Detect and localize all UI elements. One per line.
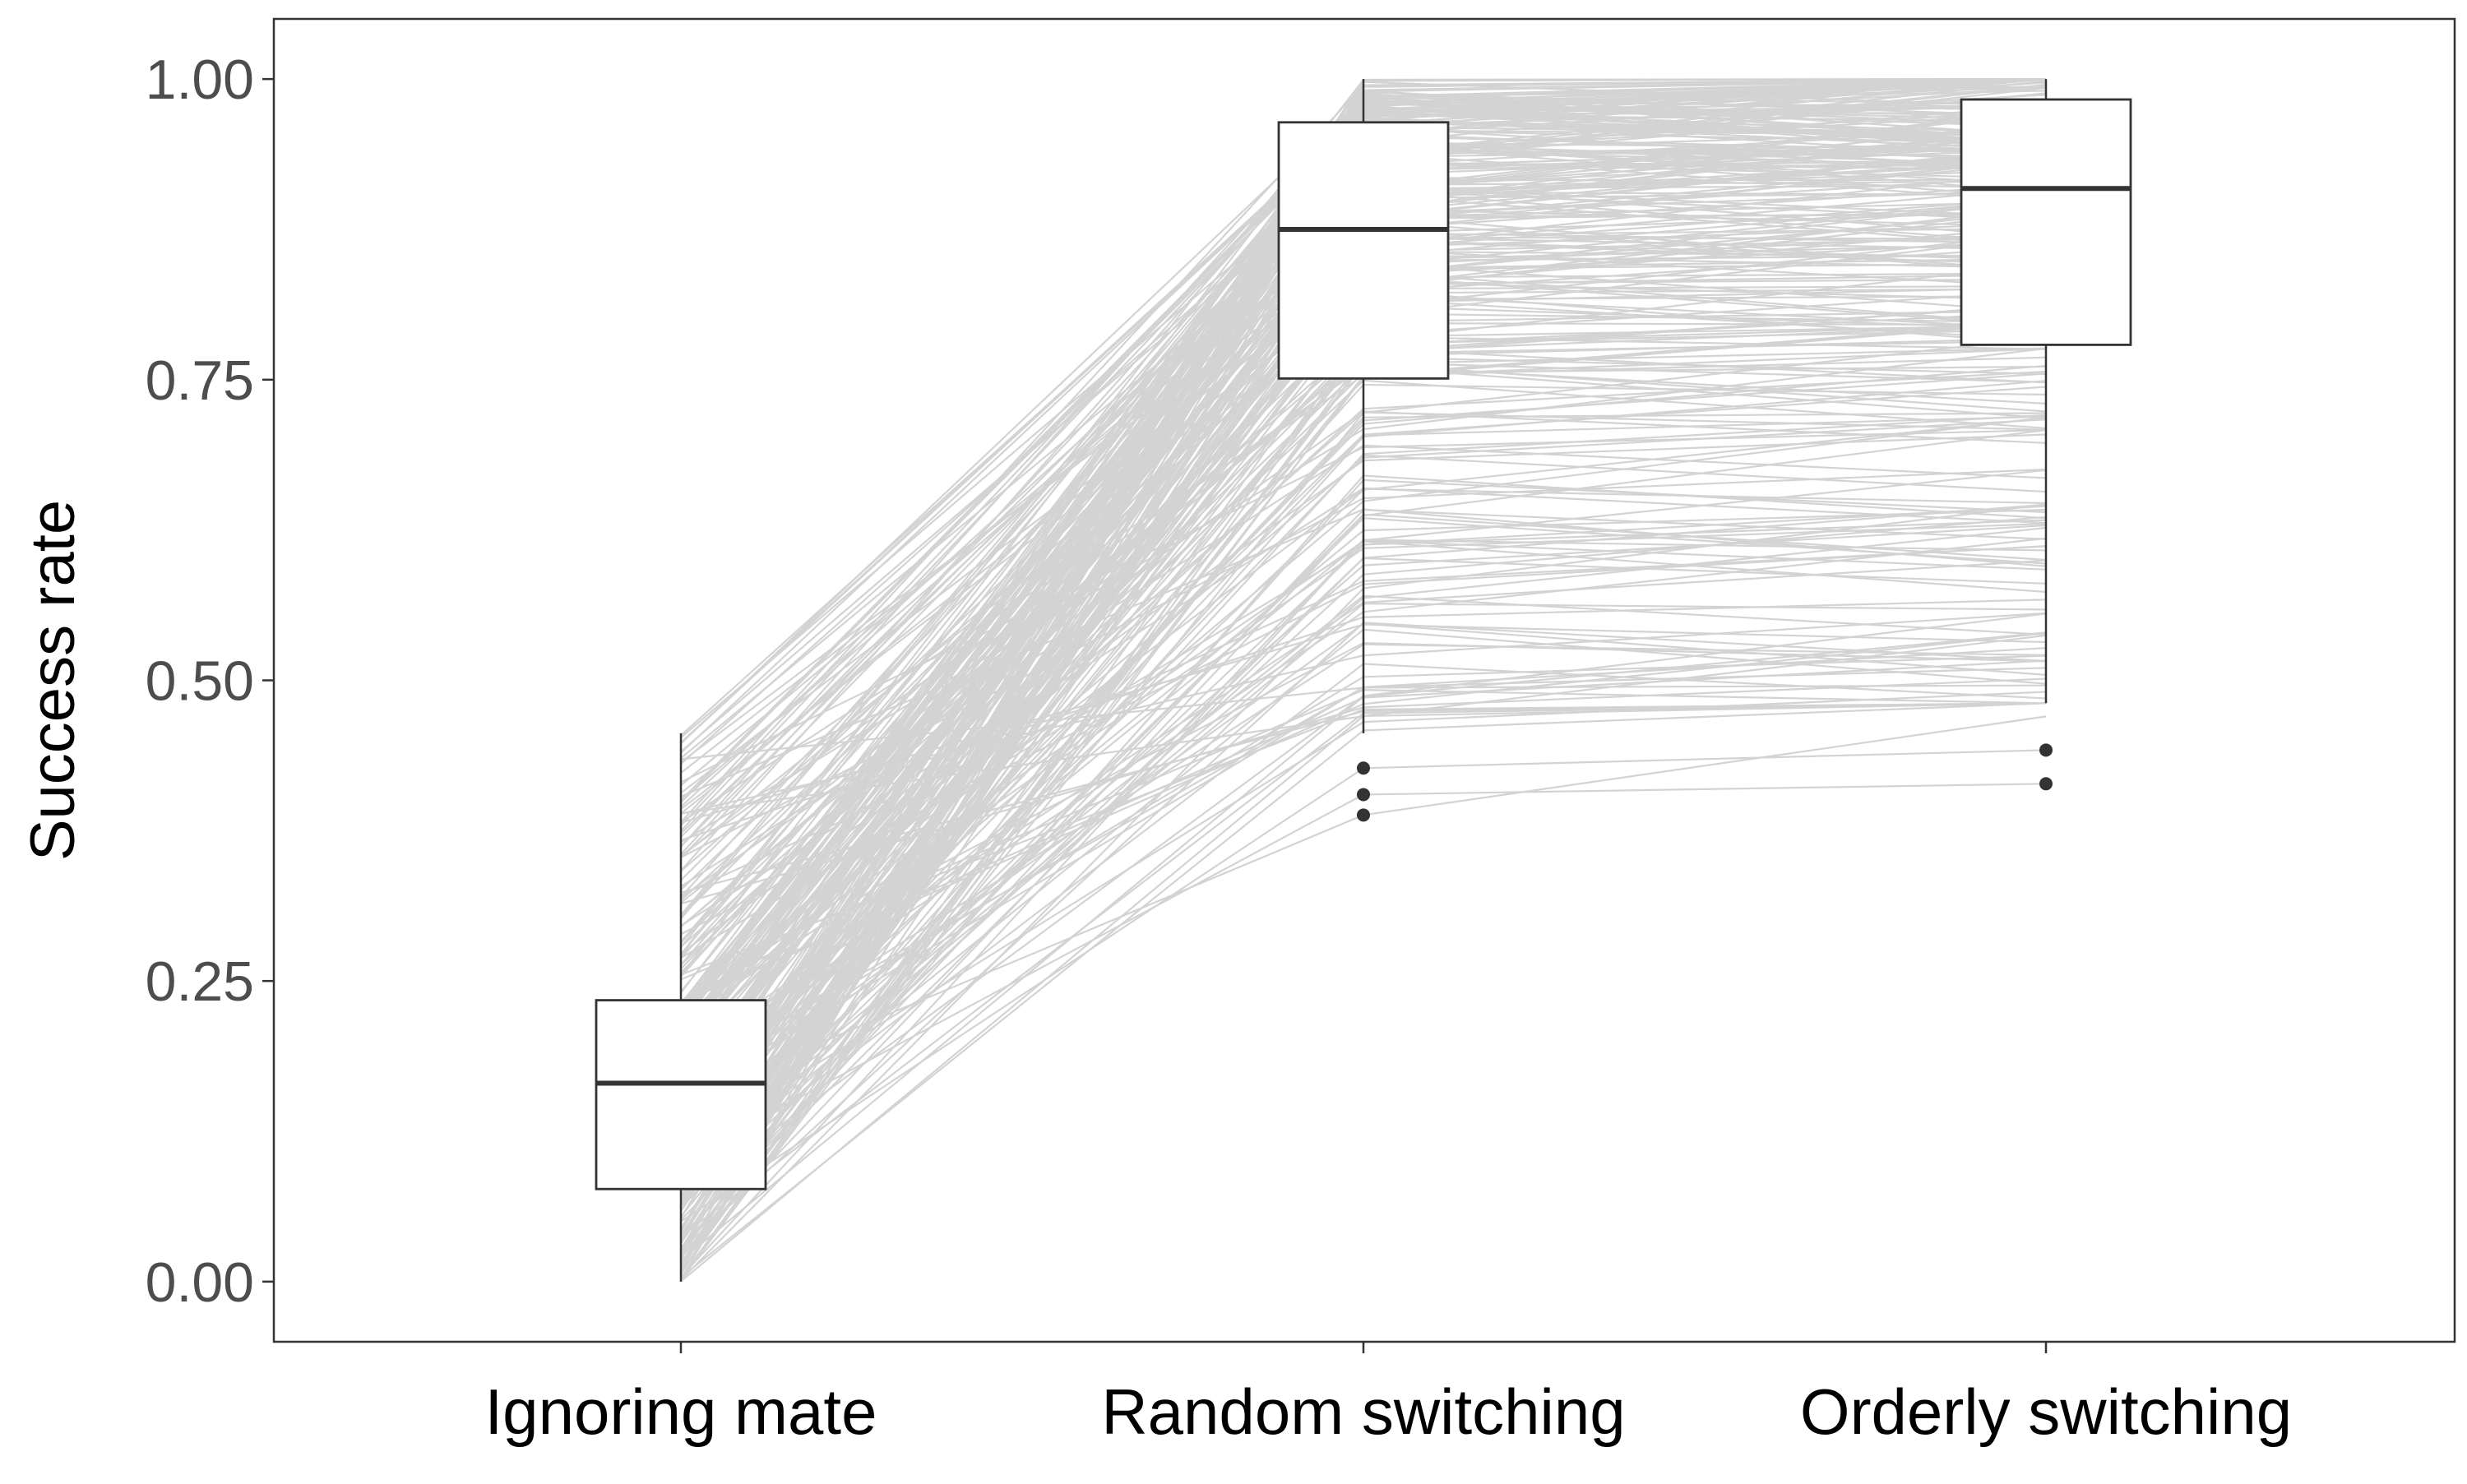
outlier-point [2039, 743, 2053, 757]
boxes-layer [595, 79, 2132, 1282]
box-iqr [1277, 121, 1450, 380]
y-axis: 0.00 0.25 0.50 0.75 1.00 [146, 49, 274, 1314]
outlier-point [1357, 808, 1370, 822]
y-tick-label: 0.25 [146, 950, 254, 1013]
box-iqr [595, 999, 767, 1190]
y-tick-label: 0.00 [146, 1251, 254, 1314]
outlier-point [2039, 777, 2053, 791]
y-axis-label: Success rate [18, 500, 88, 861]
x-tick-label: Ignoring mate [485, 1375, 877, 1448]
y-tick-label: 0.75 [146, 349, 254, 412]
x-axis: Ignoring mate Random switching Orderly swi… [485, 1342, 2292, 1448]
x-tick-label: Orderly switching [1800, 1375, 2292, 1448]
box-iqr [1960, 98, 2132, 346]
y-tick-label: 0.50 [146, 650, 254, 713]
box-3 [1960, 79, 2132, 791]
box-1 [595, 733, 767, 1282]
box-2 [1277, 79, 1450, 822]
outlier-point [1357, 761, 1370, 775]
x-tick-label: Random switching [1101, 1375, 1625, 1448]
y-tick-label: 1.00 [146, 49, 254, 111]
outlier-point [1357, 788, 1370, 802]
